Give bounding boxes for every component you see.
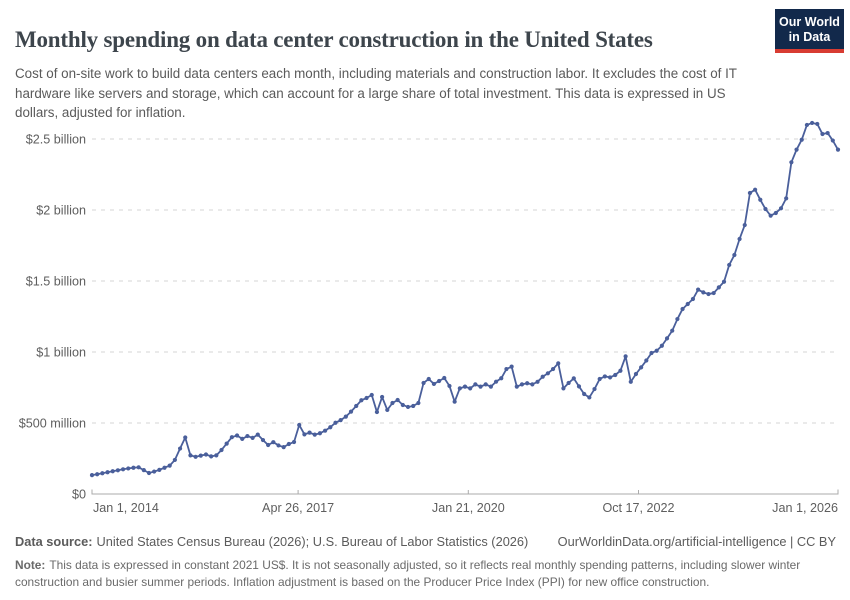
y-tick-label: $500 million [19, 416, 86, 430]
data-source-line: Data source: United States Census Bureau … [15, 534, 528, 549]
y-tick-label: $2.5 billion [26, 132, 86, 146]
attribution-link[interactable]: OurWorldinData.org/artificial-intelligen… [557, 534, 836, 549]
owid-logo[interactable]: Our World in Data [775, 9, 844, 53]
y-tick-label: $1.5 billion [26, 274, 86, 288]
x-axis-labels: Jan 1, 2014 Apr 26, 2017 Jan 21, 2020 Oct 1… [93, 501, 838, 515]
x-tick-label: Jan 21, 2020 [432, 501, 505, 515]
data-source-text: United States Census Bureau (2026); U.S.… [96, 534, 529, 549]
note-label: Note: [15, 558, 46, 572]
x-tick-label: Jan 1, 2026 [772, 501, 838, 515]
y-tick-label: $2 billion [36, 203, 86, 217]
y-axis-labels: $0 $500 million $1 billion $1.5 billion $2 b… [19, 132, 86, 501]
owid-logo-line1: Our World [779, 15, 840, 29]
data-point-markers [89, 120, 841, 478]
gridlines [92, 138, 838, 424]
data-source-label: Data source: [15, 534, 93, 549]
note-text: This data is expressed in constant 2021 … [15, 558, 801, 589]
x-tick-label: Apr 26, 2017 [262, 501, 334, 515]
data-series-line [91, 122, 839, 477]
page-title: Monthly spending on data center construc… [15, 27, 653, 53]
y-tick-label: $0 [72, 487, 86, 501]
x-tick-label: Jan 1, 2014 [93, 501, 159, 515]
footer-note: Note: This data is expressed in constant … [15, 557, 839, 591]
owid-logo-line2: in Data [788, 29, 831, 44]
y-tick-label: $1 billion [36, 345, 86, 359]
x-axis-line [91, 489, 839, 495]
chart-subtitle: Cost of on-site work to build data cente… [15, 66, 737, 120]
footer-source-row: Data source: United States Census Bureau … [15, 534, 836, 549]
x-tick-label: Oct 17, 2022 [602, 501, 674, 515]
